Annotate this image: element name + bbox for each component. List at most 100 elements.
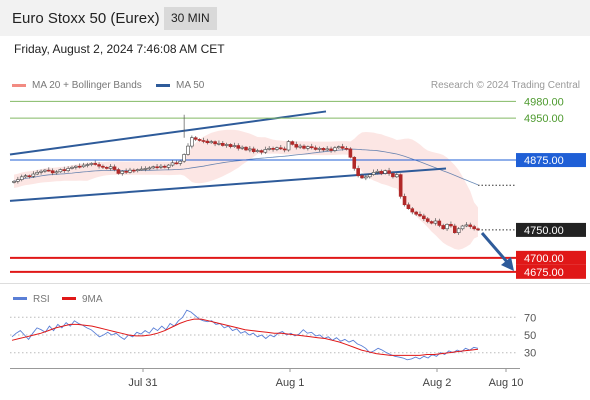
candle-body: [472, 226, 476, 230]
candle-body: [190, 137, 194, 147]
candle-body: [77, 165, 82, 168]
candle-body: [441, 225, 446, 230]
candle-body: [224, 144, 229, 146]
candle: [193, 136, 198, 142]
candle-body: [147, 167, 152, 170]
candle: [402, 193, 407, 207]
candle-body: [112, 166, 117, 170]
legend-label-bollinger: MA 20 + Bollinger Bands: [32, 80, 142, 91]
candle-body: [449, 224, 453, 227]
candle: [306, 145, 310, 151]
candle: [221, 141, 225, 147]
candle: [178, 159, 183, 166]
candle: [143, 166, 148, 172]
candle-body: [23, 175, 28, 178]
candle-body: [97, 164, 101, 167]
candle-body: [16, 179, 20, 182]
candle: [437, 218, 442, 228]
projection-arrow-shaft: [480, 232, 510, 264]
candle: [449, 221, 453, 228]
interval-button[interactable]: 30 MIN: [164, 7, 217, 30]
target-tag: [516, 250, 586, 265]
candle: [147, 166, 152, 171]
candle: [321, 147, 326, 152]
candle-body: [391, 173, 395, 178]
candle: [248, 146, 252, 153]
candle: [201, 137, 206, 144]
candle: [213, 140, 217, 147]
candle: [356, 165, 360, 178]
candle-body: [143, 168, 148, 170]
ma50-swatch-icon: [156, 83, 170, 87]
candle-body: [387, 170, 391, 174]
candle-body: [309, 146, 314, 149]
candle-body: [39, 170, 43, 173]
candle: [367, 173, 372, 179]
rsi-swatch-icon: [13, 297, 27, 300]
rsi-ma-swatch-icon: [62, 297, 76, 300]
candle-body: [329, 148, 333, 151]
candle-body: [251, 148, 256, 152]
candle: [429, 220, 434, 225]
candle: [282, 146, 287, 153]
candle: [108, 163, 113, 171]
candle: [445, 223, 449, 232]
candle: [371, 169, 376, 176]
candle: [476, 227, 480, 232]
candle: [232, 142, 237, 148]
candle: [352, 156, 357, 171]
candle: [132, 168, 136, 173]
candle-body: [255, 150, 260, 152]
candle: [50, 168, 55, 176]
candle-body: [46, 169, 51, 172]
candle: [336, 145, 341, 149]
candle: [298, 143, 302, 149]
candle-body: [278, 147, 283, 150]
candle: [302, 144, 306, 150]
candle-body: [394, 174, 399, 178]
level-label: 4700.00: [524, 253, 564, 265]
candle-body: [31, 173, 36, 177]
candle: [464, 222, 469, 228]
candle: [244, 146, 248, 152]
candle: [120, 170, 125, 176]
candle-body: [70, 167, 74, 169]
candle-body: [105, 167, 109, 169]
candle-body: [174, 162, 179, 165]
candle-body: [54, 171, 59, 174]
rsi-ma-legend-label: 9MA: [82, 294, 103, 305]
candle: [344, 146, 349, 151]
candle-body: [302, 145, 306, 149]
candle: [35, 170, 40, 176]
level-label: 4950.00: [524, 113, 564, 125]
candle: [66, 166, 70, 173]
last-price-tag: [516, 222, 586, 237]
candle-body: [352, 156, 357, 169]
candle: [267, 146, 272, 151]
candle-body: [244, 146, 248, 151]
candle-body: [159, 165, 163, 168]
candle: [379, 169, 384, 176]
chart-header: Euro Stoxx 50 (Eurex) 30 MIN: [0, 0, 590, 36]
legend-item-ma50: MA 50: [156, 80, 204, 91]
candle-body: [333, 147, 337, 151]
candle: [186, 143, 190, 156]
candle: [97, 162, 101, 169]
candle: [286, 139, 291, 152]
candle-body: [27, 175, 32, 178]
candle: [105, 166, 109, 170]
rsi-tick-label: 30: [524, 348, 536, 360]
candle-body: [418, 213, 422, 217]
candle-body: [108, 166, 113, 169]
candle: [190, 135, 194, 149]
candle-body: [89, 163, 94, 165]
candle-body: [116, 169, 121, 174]
candle: [70, 165, 74, 170]
candle-body: [321, 148, 326, 151]
candle: [174, 160, 179, 165]
x-tick-label: Aug 1: [276, 377, 305, 389]
candle-body: [85, 164, 90, 166]
candle-body: [371, 172, 376, 175]
